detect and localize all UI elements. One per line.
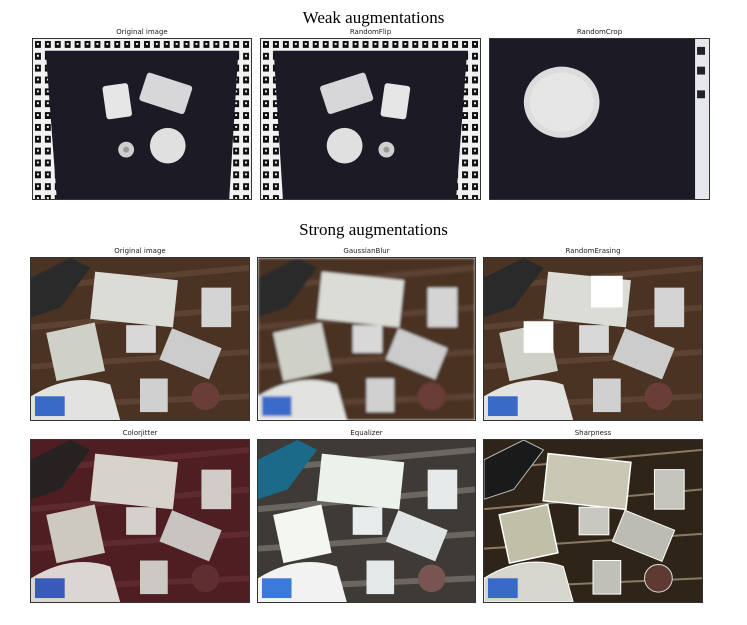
panel-caption: RandomErasing: [565, 247, 621, 255]
clutter-scene-erased-image: [483, 257, 703, 421]
clutter-scene-image: [30, 257, 250, 421]
weak-panel-randomflip: RandomFlip: [260, 28, 481, 200]
strong-augmentations-title: Strong augmentations: [299, 220, 448, 239]
clutter-scene-equalized-image: [257, 439, 476, 603]
clutter-scene-sharpened-image: [483, 439, 703, 603]
strong-panel-randomerasing: RandomErasing: [483, 247, 703, 421]
weak-panel-original: Original image: [32, 28, 252, 200]
table-scene-flipped-image: [260, 38, 481, 200]
strong-panel-gaussianblur: GaussianBlur: [257, 247, 476, 421]
strong-panel-equalizer: Equalizer: [257, 429, 476, 603]
table-scene-cropped-image: [489, 38, 710, 200]
panel-caption: RandomFlip: [349, 28, 392, 36]
panel-caption: Original image: [116, 28, 168, 36]
panel-caption: GaussianBlur: [343, 247, 390, 255]
panel-caption: Colorjitter: [122, 429, 158, 437]
strong-panel-sharpness: Sharpness: [483, 429, 703, 603]
clutter-scene-blurred-image: [257, 257, 476, 421]
weak-augmentations-title: Weak augmentations: [302, 8, 445, 27]
clutter-scene-colorjitter-image: [30, 439, 250, 603]
panel-caption: Sharpness: [574, 429, 612, 437]
weak-panel-randomcrop: RandomCrop: [489, 28, 710, 200]
table-scene-image: [32, 38, 252, 200]
strong-panel-original: Original image: [30, 247, 250, 421]
strong-panel-colorjitter: Colorjitter: [30, 429, 250, 603]
panel-caption: Original image: [114, 247, 166, 255]
panel-caption: Equalizer: [350, 429, 383, 437]
panel-caption: RandomCrop: [576, 28, 623, 36]
